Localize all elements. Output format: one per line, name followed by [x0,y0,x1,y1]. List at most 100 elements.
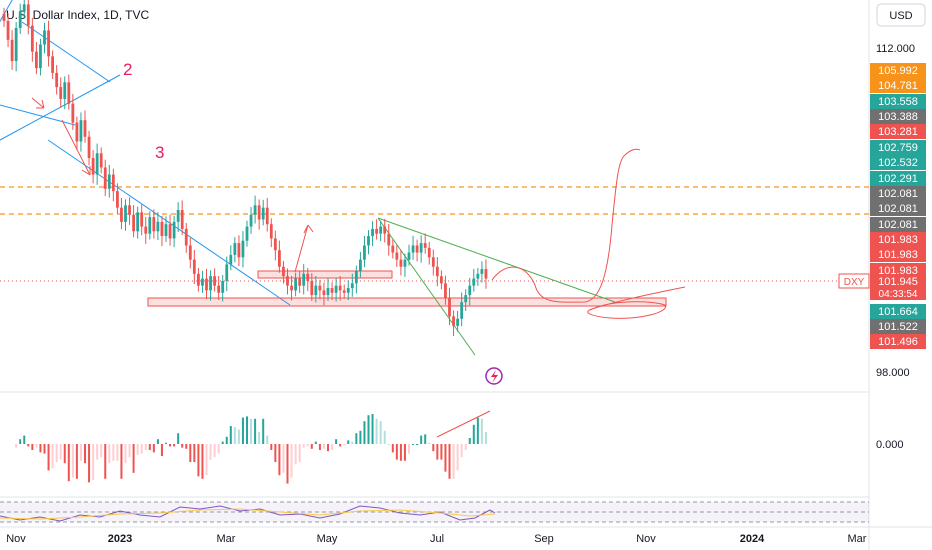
histogram-bar [39,444,42,453]
histogram-bar [480,418,483,444]
histogram-bar [440,444,443,460]
svg-text:103.281: 103.281 [878,126,918,138]
histogram-bar [375,418,378,444]
symbol-tag[interactable]: DXY [838,273,870,289]
histogram-bar [460,444,463,458]
histogram-bar [339,444,342,447]
currency-label: USD [889,10,912,22]
histogram-bar [335,439,338,444]
price-tag: 101.983 [870,247,926,262]
candle [480,261,484,283]
rsi-pane [0,501,869,523]
price-tag: 101.496 [870,334,926,349]
price-tag: 102.081 [870,217,926,232]
x-tick-label: May [317,533,338,545]
candle [201,270,204,293]
candle [379,220,383,241]
candle [241,231,245,268]
candle [95,143,99,185]
currency-button[interactable]: USD [876,3,926,27]
histogram-bar [452,444,455,479]
svg-text:103.558: 103.558 [878,96,918,108]
histogram-bar [132,444,135,473]
candle [444,275,447,305]
candle [476,267,480,286]
svg-text:102.291: 102.291 [878,173,918,185]
candle [229,245,233,271]
candle [257,199,261,230]
candle [67,74,71,110]
candle [298,270,302,293]
histogram-bar [75,444,78,479]
candle [326,278,330,302]
svg-text:102.081: 102.081 [878,219,918,231]
histogram-bar [424,434,427,444]
histogram-bar [331,444,334,450]
histogram-bar [302,444,305,448]
lightning-icon[interactable] [485,367,503,385]
candle [120,197,123,230]
histogram-bar [213,444,216,458]
blue-trendlines[interactable] [0,0,291,306]
histogram-bar [420,435,423,444]
x-tick-label: 2023 [108,533,132,545]
histogram-bar [359,430,362,444]
candle [217,275,221,301]
svg-text:105.992: 105.992 [878,65,918,77]
candle [403,253,407,277]
candle [423,233,427,254]
candle [286,268,289,295]
candle [440,270,443,290]
histogram-bar [104,444,107,479]
candle [427,241,431,265]
candle [269,218,273,248]
candlestick-series [2,0,488,337]
histogram-bar [408,444,410,454]
candle [79,112,83,152]
candle [310,273,314,302]
candle [306,267,310,292]
histogram-bar [221,441,224,444]
histogram-bar [15,444,18,448]
histogram-bar [189,444,192,462]
last-price-tag: 101.945 04:33:54 [870,274,926,300]
price-tag: 102.081 [870,201,926,216]
candle [484,259,488,289]
support-zone[interactable] [147,297,667,307]
histogram-bar [403,444,406,461]
svg-text:101.664: 101.664 [878,306,918,318]
candle [435,257,439,287]
histogram-bar [310,444,313,449]
candle [30,17,34,62]
histogram-bar [63,444,66,464]
x-tick-label: Nov [6,533,26,545]
candle [2,7,6,27]
histogram-bar [456,444,459,471]
histogram-bar [379,421,382,444]
histogram-bar [294,444,297,465]
histogram-bar [436,444,439,460]
candle [391,239,395,259]
candle [233,237,237,263]
histogram-bar [197,444,200,477]
histogram-bar [233,427,236,444]
candle [6,13,10,48]
x-tick-label: Jul [430,533,444,545]
histogram-bar [217,444,220,454]
histogram-bar [177,433,180,444]
time-axis[interactable]: Nov 2023 Mar May Jul Sep Nov 2024 Mar [6,533,867,545]
histogram-bar [278,444,281,476]
candle [456,310,459,332]
wave-label-3: 3 [155,143,164,162]
falling-wedge-lines[interactable] [377,217,616,356]
candle [168,214,172,246]
price-tag: 103.388 [870,109,926,124]
candle [383,218,387,243]
histogram-bar [31,444,34,450]
resistance-zone[interactable] [257,270,393,279]
histogram-bar [169,444,172,447]
hist-y-tick-0: 0.000 [876,439,904,451]
projection-drawings[interactable] [31,97,686,438]
histogram-bar [472,424,475,444]
histogram-bar [274,444,277,462]
